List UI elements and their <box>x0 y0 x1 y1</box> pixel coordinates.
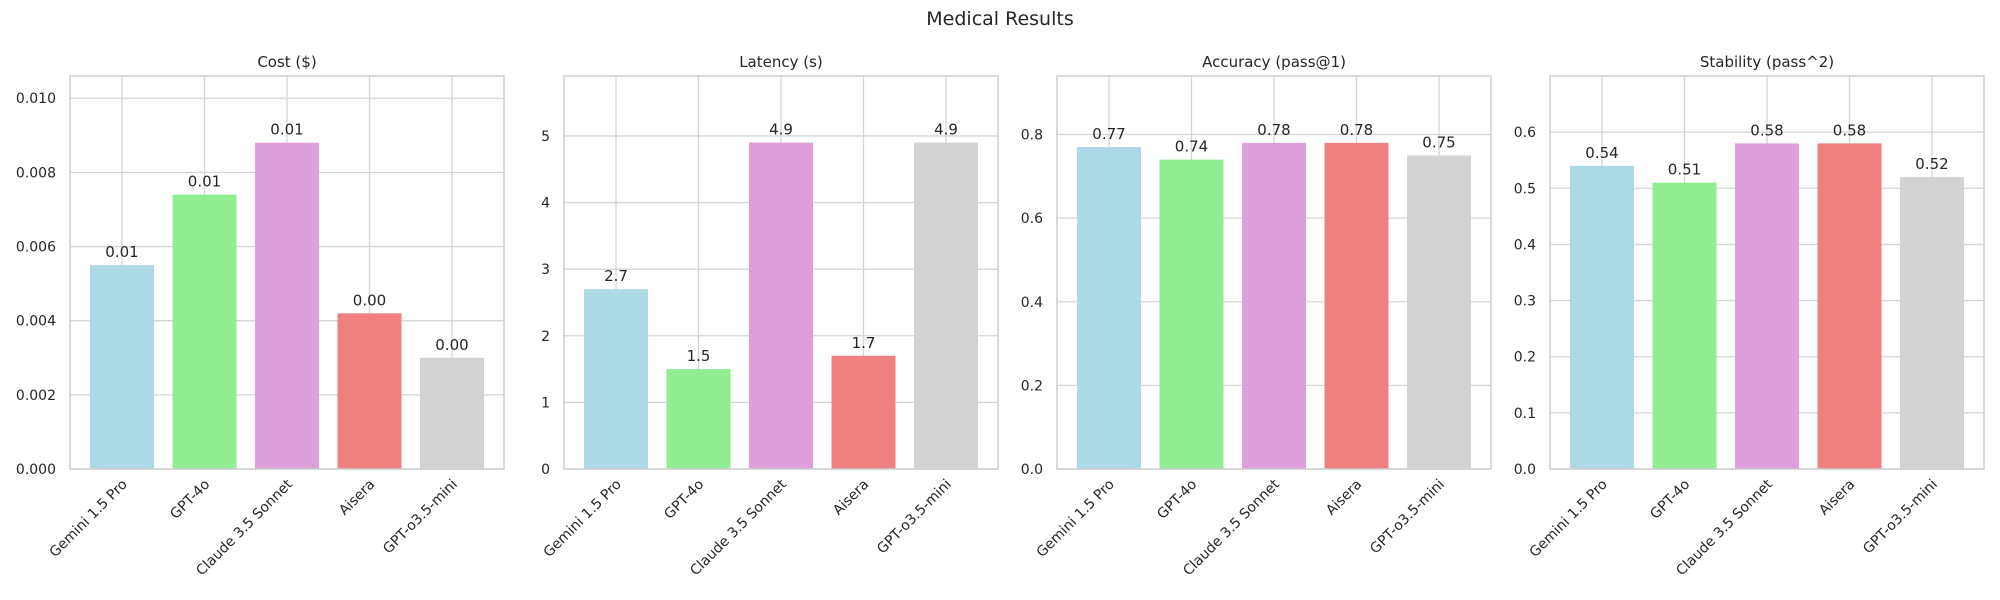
bar <box>172 194 237 469</box>
y-tick-label: 0.008 <box>16 165 56 181</box>
bar <box>1652 182 1717 469</box>
bar-value-label: 0.78 <box>1257 121 1290 139</box>
chart-panel: 0.0 0.2 0.4 0.6 0.8 0.77 Gemini 1.5 Pro 0.74 GPT… <box>1021 53 1492 579</box>
chart-panel: 0.000 0.002 0.004 0.006 0.008 0.010 0.01 Gemini… <box>16 53 505 579</box>
y-tick-label: 0.5 <box>1514 181 1536 197</box>
bar <box>666 369 731 469</box>
bar-value-label: 2.7 <box>604 267 628 285</box>
bar <box>749 142 813 469</box>
bar-value-label: 0.01 <box>105 243 138 261</box>
chart-panel: 0.0 0.1 0.2 0.3 0.4 0.5 0.6 0.54 Gemini 1.5 Pro 0… <box>1514 53 1985 579</box>
x-tick-label: Aisera <box>1323 477 1365 519</box>
axes-frame <box>1056 75 1492 470</box>
y-tick-label: 0.4 <box>1021 295 1043 311</box>
bar <box>337 313 402 469</box>
x-tick-label: Gemini 1.5 Pro <box>541 477 625 561</box>
x-tick-label: GPT-4o <box>1647 477 1693 523</box>
bar <box>1407 155 1471 470</box>
chart-title: Cost ($) <box>257 53 316 71</box>
figure-title: Medical Results <box>926 8 1074 30</box>
y-tick-label: 1 <box>541 395 550 411</box>
bar-value-label: 0.78 <box>1340 121 1373 139</box>
x-tick-label: GPT-4o <box>661 477 707 523</box>
y-tick-label: 2 <box>541 329 550 345</box>
x-tick-label: Aisera <box>1816 477 1858 519</box>
x-tick-label: GPT-o3.5-mini <box>380 477 461 558</box>
bar <box>1077 147 1141 469</box>
y-tick-label: 0.006 <box>16 240 56 256</box>
bar <box>1900 177 1964 470</box>
bar <box>90 265 154 469</box>
x-tick-label: Gemini 1.5 Pro <box>1527 477 1611 561</box>
bar-value-label: 0.75 <box>1422 133 1455 151</box>
y-tick-label: 4 <box>541 196 550 212</box>
x-tick-label: Gemini 1.5 Pro <box>1034 477 1118 561</box>
y-tick-label: 0.6 <box>1514 125 1536 141</box>
bar <box>831 355 896 469</box>
bar-value-label: 0.58 <box>1750 121 1783 139</box>
x-tick-label: GPT-4o <box>1154 477 1200 523</box>
bar <box>584 289 648 469</box>
axes-frame <box>1549 75 1985 470</box>
chart-title: Latency (s) <box>739 53 823 71</box>
y-tick-label: 0.2 <box>1514 350 1536 366</box>
bar-value-label: 0.00 <box>435 336 468 354</box>
bar <box>1324 142 1389 469</box>
y-tick-label: 0.010 <box>16 91 56 107</box>
chart-title: Accuracy (pass@1) <box>1202 53 1346 71</box>
y-tick-label: 0.6 <box>1021 211 1043 227</box>
x-tick-label: GPT-4o <box>167 477 213 523</box>
y-tick-label: 0.0 <box>1514 462 1536 478</box>
bar-value-label: 1.7 <box>852 334 876 352</box>
x-tick-label: Aisera <box>336 477 378 519</box>
x-tick-label: GPT-o3.5-mini <box>1367 477 1448 558</box>
bar-value-label: 0.74 <box>1175 138 1208 156</box>
bar-value-label: 0.58 <box>1833 121 1866 139</box>
y-tick-label: 0.8 <box>1021 128 1043 144</box>
x-tick-label: Aisera <box>830 477 872 519</box>
bar-value-label: 0.51 <box>1668 161 1701 179</box>
y-tick-label: 5 <box>541 129 550 145</box>
axes-frame <box>563 75 999 470</box>
bar <box>1242 142 1306 469</box>
y-tick-label: 0.002 <box>16 388 56 404</box>
y-tick-label: 0.0 <box>1021 462 1043 478</box>
x-tick-label: GPT-o3.5-mini <box>874 477 955 558</box>
bar-value-label: 0.01 <box>188 173 221 191</box>
bar-value-label: 4.9 <box>769 121 793 139</box>
y-tick-label: 0.4 <box>1514 237 1536 253</box>
x-tick-label: Gemini 1.5 Pro <box>47 477 131 561</box>
bar <box>1817 143 1882 469</box>
bar <box>1735 143 1799 469</box>
bar <box>255 142 319 470</box>
bar-value-label: 0.01 <box>270 121 303 139</box>
y-tick-label: 0.004 <box>16 314 56 330</box>
bar <box>1159 159 1224 470</box>
y-tick-label: 0.2 <box>1021 378 1043 394</box>
y-tick-label: 0 <box>541 462 550 478</box>
y-tick-label: 0.3 <box>1514 294 1536 310</box>
x-tick-label: GPT-o3.5-mini <box>1860 477 1941 558</box>
bar-value-label: 1.5 <box>687 347 711 365</box>
bar-value-label: 0.52 <box>1915 155 1948 173</box>
bar <box>420 357 484 469</box>
axes-frame <box>69 75 505 470</box>
bar-value-label: 0.54 <box>1585 144 1618 162</box>
chart-title: Stability (pass^2) <box>1700 53 1834 71</box>
bar <box>1570 165 1634 470</box>
bar-value-label: 0.77 <box>1092 125 1125 143</box>
bar-value-label: 4.9 <box>934 121 958 139</box>
y-tick-label: 0.1 <box>1514 406 1536 422</box>
bar-value-label: 0.00 <box>353 291 386 309</box>
y-tick-label: 3 <box>541 262 550 278</box>
y-tick-label: 0.000 <box>16 462 56 478</box>
bar <box>914 142 978 469</box>
